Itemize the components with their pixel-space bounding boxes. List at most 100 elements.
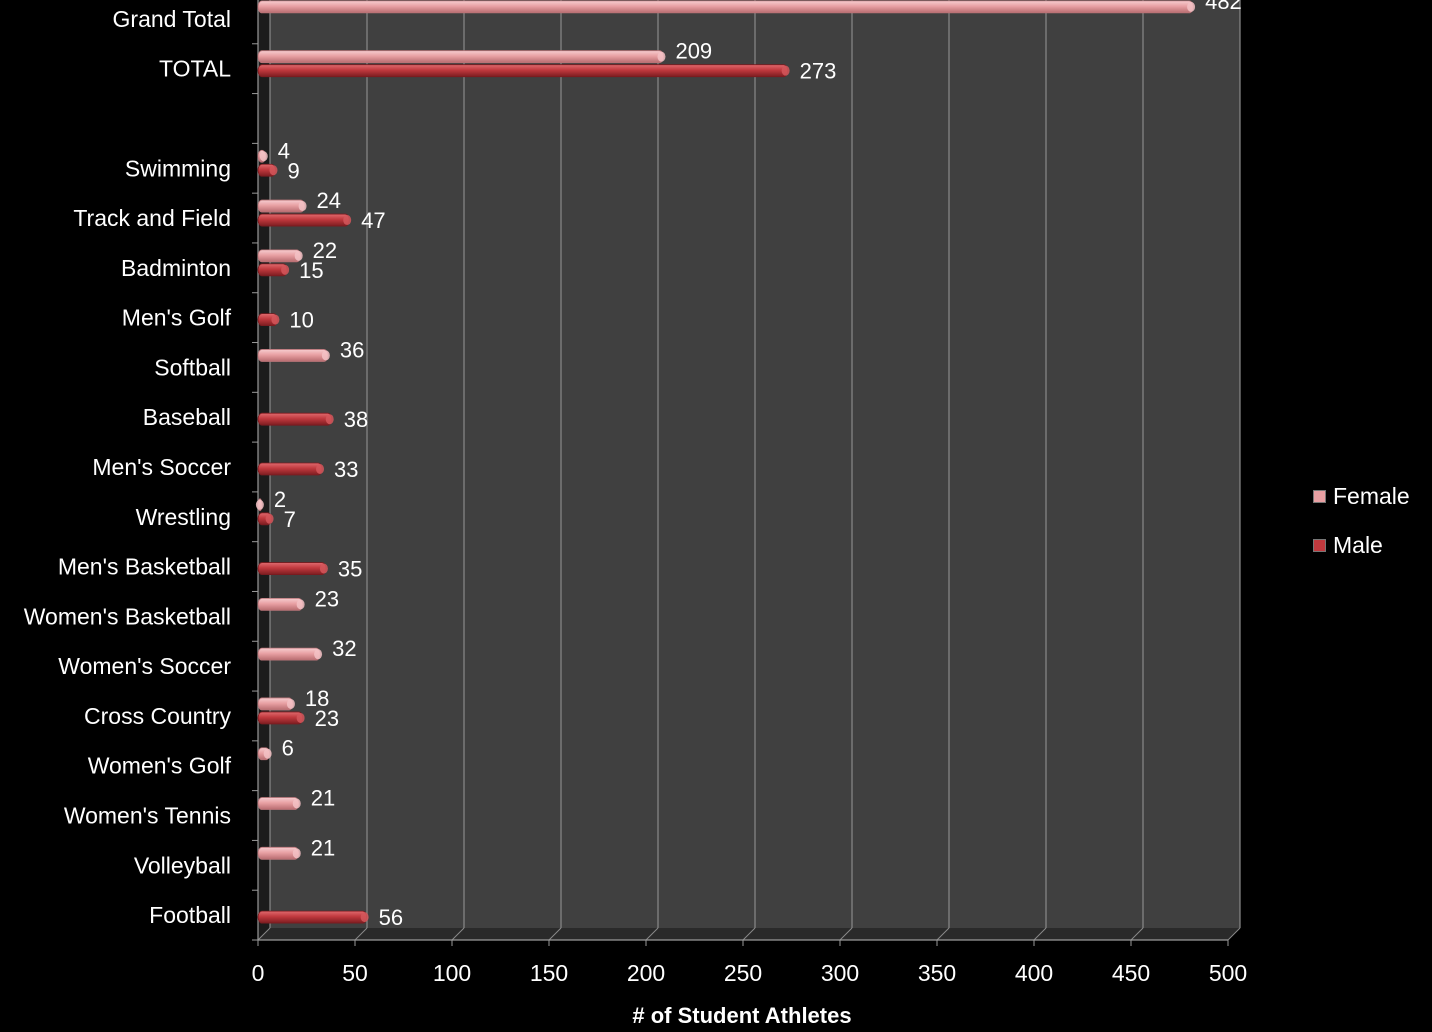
female-bar-wrestling-cap [255, 499, 264, 510]
male-bar-baseball [257, 412, 333, 426]
female-bar-women-s-tennis-cap [292, 798, 301, 809]
category-label-total: TOTAL [159, 56, 231, 82]
gridline-floor [742, 927, 756, 941]
legend-item-male: Male [1313, 521, 1431, 570]
x-tick-label: 350 [918, 960, 956, 986]
category-label-women-s-tennis: Women's Tennis [64, 803, 231, 829]
data-label-male-swimming: 9 [287, 158, 299, 183]
category-label-men-s-golf: Men's Golf [122, 305, 232, 331]
data-label-male-men-s-basketball: 35 [338, 557, 362, 582]
x-tick-label: 50 [342, 960, 368, 986]
legend-label-female: Female [1333, 483, 1410, 509]
female-bar-women-s-golf-cap [263, 748, 272, 759]
male-bar-baseball-cap [325, 414, 334, 425]
category-label-wrestling: Wrestling [136, 504, 231, 530]
data-label-male-track-and-field: 47 [361, 208, 385, 233]
legend-label-male: Male [1333, 532, 1383, 558]
data-label-male-men-s-golf: 10 [289, 308, 313, 333]
legend-swatch-male [1313, 539, 1326, 552]
gridlines [257, 0, 1241, 941]
female-bar-women-s-soccer-cap [314, 649, 323, 660]
male-bar-track-and-field-cap [343, 215, 352, 226]
data-label-male-badminton: 15 [299, 258, 323, 283]
x-tick-label: 450 [1112, 960, 1150, 986]
female-bar-volleyball [257, 846, 300, 860]
male-bar-men-s-basketball [257, 562, 327, 575]
category-label-men-s-soccer: Men's Soccer [92, 454, 231, 480]
data-label-female-softball: 36 [340, 337, 364, 362]
male-bar-cross-country [257, 711, 304, 725]
female-bar-softball-cap [321, 350, 330, 361]
gridline-floor [1130, 927, 1144, 941]
gridline-floor [451, 927, 465, 941]
data-label-female-badminton: 22 [313, 238, 337, 263]
data-label-female-wrestling: 2 [274, 487, 286, 512]
gridline-floor [548, 927, 562, 941]
x-tick-label: 400 [1015, 960, 1053, 986]
x-tick-label: 100 [433, 960, 471, 986]
gridline-floor [839, 927, 853, 941]
male-bar-swimming-cap [269, 165, 278, 176]
axes: 0 50 100 150 200 250 300 350 400 450 500 Grand Tota… [24, 0, 1247, 986]
female-bar-women-s-tennis [257, 797, 300, 810]
bars [255, 0, 1196, 924]
category-label-baseball: Baseball [143, 404, 231, 430]
x-axis-title: # of Student Athletes [632, 1003, 851, 1028]
male-bar-men-s-soccer [257, 462, 323, 476]
data-label-male-wrestling: 7 [284, 507, 296, 532]
male-bar-men-s-basketball-cap [319, 563, 328, 574]
gridline-floor [645, 927, 659, 941]
female-bar-total-cap [657, 51, 666, 62]
data-label-male-men-s-soccer: 33 [334, 457, 358, 482]
x-tick-label: 300 [821, 960, 859, 986]
data-label-male-baseball: 38 [344, 407, 368, 432]
female-bar-badminton-cap [294, 250, 303, 261]
category-label-football: Football [149, 902, 231, 928]
female-bar-track-and-field [257, 199, 305, 213]
data-label-female-women-s-basketball: 23 [315, 586, 339, 611]
male-bar-total [257, 64, 789, 78]
legend-swatch-female [1313, 490, 1326, 503]
female-bar-women-s-soccer [257, 647, 321, 661]
category-label-softball: Softball [154, 354, 231, 380]
data-label-female-grand-total: 482 [1205, 0, 1242, 14]
female-bar-track-and-field-cap [298, 201, 307, 212]
data-label-female-cross-country: 18 [305, 686, 329, 711]
male-bar-total-cap [781, 65, 790, 76]
female-bar-grand-total-cap [1187, 1, 1196, 12]
x-tick-label: 0 [252, 960, 265, 986]
gridline-floor [1033, 927, 1047, 941]
category-label-men-s-basketball: Men's Basketball [58, 554, 231, 580]
x-tick-label: 500 [1209, 960, 1247, 986]
category-label-grand-total: Grand Total [113, 6, 231, 32]
male-bar-badminton-cap [281, 264, 290, 275]
female-bar-total [257, 50, 664, 64]
male-bar-wrestling-cap [265, 513, 274, 524]
data-label-female-women-s-soccer: 32 [332, 636, 356, 661]
female-bar-women-s-basketball [257, 597, 304, 611]
legend-item-female: Female [1313, 472, 1431, 521]
male-bar-track-and-field [257, 213, 350, 227]
male-bar-football-cap [360, 912, 369, 923]
male-bar-men-s-soccer-cap [316, 464, 325, 474]
category-label-cross-country: Cross Country [84, 703, 231, 729]
gridline-floor [936, 927, 950, 941]
legend: Female Male [1313, 472, 1431, 570]
female-bar-volleyball-cap [292, 848, 301, 859]
category-label-women-s-golf: Women's Golf [88, 753, 232, 779]
data-label-female-volleyball: 21 [311, 835, 335, 860]
female-bar-women-s-basketball-cap [296, 599, 305, 610]
data-label-female-total: 209 [675, 39, 712, 64]
data-label-female-women-s-golf: 6 [282, 736, 294, 761]
female-bar-cross-country-cap [286, 698, 295, 709]
x-tick-label: 150 [530, 960, 568, 986]
plot-area [258, 0, 1240, 940]
data-label-female-women-s-tennis: 21 [311, 786, 335, 811]
gridline-floor [257, 927, 271, 941]
data-label-female-swimming: 4 [278, 138, 290, 163]
female-bar-badminton [257, 249, 302, 263]
category-label-swimming: Swimming [125, 155, 231, 181]
category-label-track-and-field: Track and Field [73, 205, 231, 231]
